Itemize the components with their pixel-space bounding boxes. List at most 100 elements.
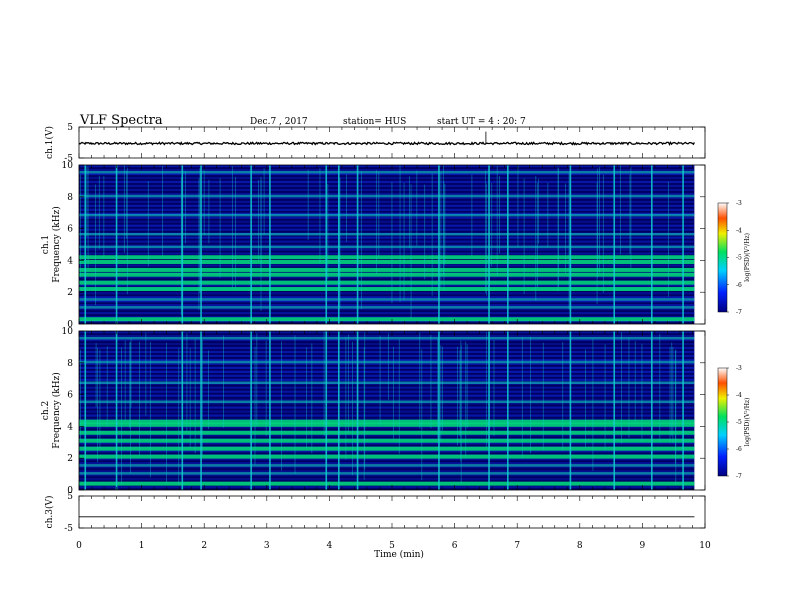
colorbar-tick-label: -3: [736, 365, 742, 372]
spectrogram-texture: [79, 406, 695, 409]
y-tick-label: 2: [67, 454, 73, 464]
spectrogram-spike: [523, 178, 525, 295]
spectrogram-band: [79, 170, 695, 174]
spectrogram-spike: [180, 176, 182, 316]
spectrogram-spike: [269, 331, 271, 490]
spectrogram-texture: [79, 378, 695, 381]
spectrogram-spike: [499, 175, 500, 254]
spectrogram-spike: [416, 170, 418, 246]
spectrogram-band: [79, 400, 695, 404]
spectrogram-texture: [79, 304, 695, 307]
spectrogram-band: [79, 194, 695, 198]
spectrogram-texture: [79, 292, 695, 295]
y-tick-label: 10: [62, 161, 74, 171]
panel-frame: [78, 126, 706, 159]
spectrogram-spike: [488, 331, 490, 490]
spectrogram-spike: [440, 172, 442, 289]
spectrogram-spike: [466, 344, 468, 428]
waveform-trace: [78, 140, 695, 147]
spectrogram-spike: [115, 331, 118, 490]
spectrogram-texture: [79, 165, 695, 168]
spectrogram-spike: [130, 341, 131, 474]
spectrogram-spike: [311, 343, 313, 454]
spectrogram-spike: [223, 335, 224, 428]
header-start-time: start UT = 4 : 20: 7: [437, 117, 526, 127]
spectrogram-spike: [675, 349, 677, 485]
spectrogram-spike: [597, 168, 598, 278]
spectrogram-band: [79, 464, 695, 467]
spectrogram-spike: [162, 165, 164, 257]
spectrogram-texture: [79, 220, 695, 223]
spectrogram-band: [79, 272, 695, 277]
spectrogram-band: [79, 287, 695, 292]
spectrogram-spike: [459, 349, 461, 437]
spectrogram-spike: [440, 345, 442, 442]
spectrogram-texture: [79, 474, 695, 477]
spectrogram-spike: [669, 346, 671, 443]
spectrogram-spike: [558, 168, 559, 287]
colorbar-tick-label: -7: [736, 309, 742, 316]
spectrogram-texture: [79, 434, 695, 437]
y-tick-label: 0: [67, 320, 73, 330]
spectrogram-band: [79, 472, 695, 475]
spectrogram-spike: [538, 178, 539, 244]
spectrogram-spike: [596, 182, 598, 305]
spectrogram-spike: [294, 335, 296, 474]
spectrogram-band: [79, 381, 695, 384]
spectrogram-spike: [674, 350, 676, 464]
spectrogram-texture: [79, 366, 695, 369]
spectrogram-texture: [79, 212, 695, 215]
spectrogram-spike: [444, 183, 446, 265]
spectrogram-texture: [79, 486, 695, 489]
spectrogram-ch1-panel: 0 2 4 6 8 10 ch.1 Frequency (kHz): [41, 161, 706, 330]
spectrogram-spike: [392, 346, 394, 440]
spectrogram-texture: [79, 450, 695, 453]
spectrogram-texture: [79, 240, 695, 243]
spectrogram-spike: [388, 333, 389, 400]
spectrogram-texture: [79, 470, 695, 473]
spectrogram-spike: [491, 182, 493, 267]
spectrogram-spike: [339, 177, 341, 309]
spectrogram-spike: [194, 338, 196, 454]
spectrogram-spike: [99, 349, 101, 448]
spectrogram-spike: [123, 165, 125, 253]
spectrogram-spike: [568, 173, 570, 310]
spectrogram-spike: [437, 338, 439, 439]
spectrogram-band: [79, 317, 695, 322]
spectrogram-band: [79, 259, 695, 264]
spectrogram-texture: [79, 248, 695, 251]
spectrogram-texture: [79, 410, 695, 413]
y-tick-label: 4: [67, 422, 73, 432]
spectrogram-spike: [613, 165, 616, 324]
spectrogram-spike: [260, 176, 262, 311]
colorbar-tick-label: -4: [736, 392, 742, 399]
colorbar-label: log(PSD)(V²/Hz): [744, 398, 751, 447]
spectrogram-texture: [79, 196, 695, 199]
spectrogram-texture: [79, 398, 695, 401]
y-tick-label: -5: [64, 154, 73, 164]
x-tick-label: 2: [201, 541, 207, 551]
spectrogram-spike: [86, 166, 88, 237]
spectrogram-spike: [410, 184, 412, 319]
spectrogram-spike: [629, 174, 631, 254]
spectrogram-spike: [87, 167, 89, 269]
y-tick-label: 10: [62, 327, 74, 337]
figure-title: VLF Spectra: [79, 113, 163, 128]
spectrogram-spike: [200, 331, 202, 490]
spectrogram-spike: [256, 333, 258, 427]
spectrogram-texture: [79, 252, 695, 255]
spectrogram-spike: [379, 335, 381, 425]
spectrogram-texture: [79, 370, 695, 373]
spectrogram-spike: [363, 347, 365, 480]
spectrogram-texture: [79, 244, 695, 247]
spectrogram-spike: [121, 347, 122, 486]
spectrogram-spike: [602, 174, 604, 293]
spectrogram-texture: [79, 458, 695, 461]
spectrogram-spike: [95, 343, 97, 408]
spectrogram-spike: [338, 183, 340, 270]
y-tick-label: 4: [67, 256, 73, 266]
spectrogram-spike: [201, 339, 203, 456]
spectrogram-spike: [570, 183, 571, 269]
spectrogram-spike: [530, 336, 532, 454]
